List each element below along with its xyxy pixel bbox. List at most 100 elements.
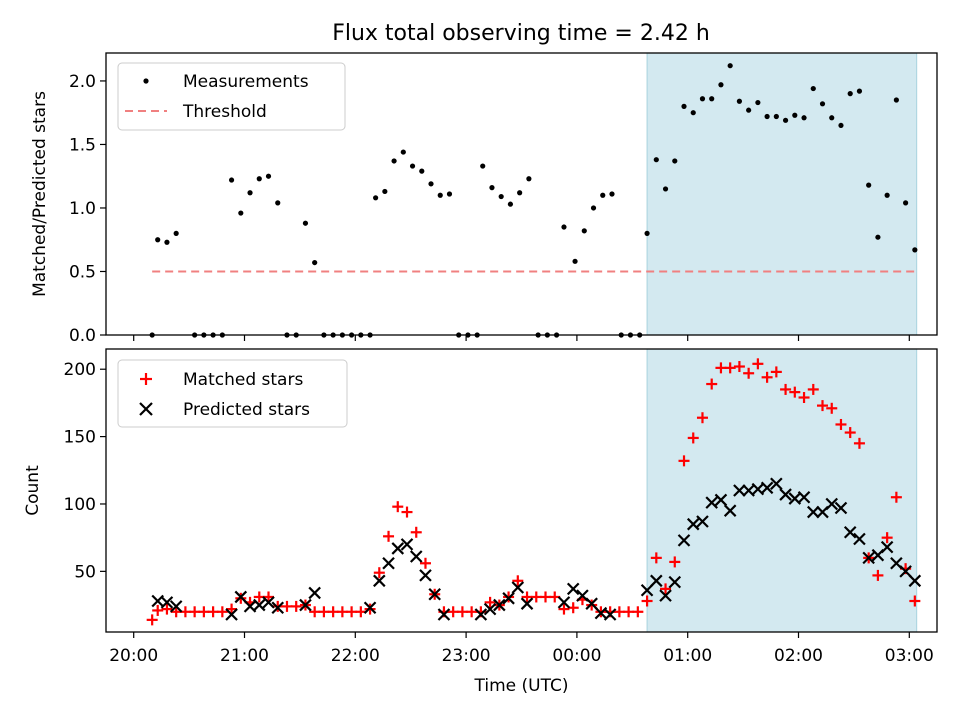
matched-star-point	[632, 606, 644, 618]
measurement-point	[256, 176, 262, 182]
figure-title: Flux total observing time = 2.42 h	[332, 21, 710, 46]
matched-star-point	[678, 455, 690, 467]
matched-star-point	[281, 600, 293, 612]
measurement-point	[699, 96, 706, 102]
predicted-star-point	[271, 601, 285, 615]
matched-star-point	[419, 557, 431, 569]
predicted-star-point	[705, 496, 718, 509]
predicted-star-point	[853, 532, 866, 546]
predicted-star-point	[262, 596, 275, 609]
matched-star-point	[263, 591, 275, 603]
measurement-point	[437, 192, 443, 198]
measurement-point	[302, 220, 309, 226]
x-axis-label: Time (UTC)	[474, 676, 569, 696]
predicted-star-point	[566, 582, 580, 596]
predicted-star-point	[908, 574, 922, 588]
measurement-point	[893, 97, 899, 103]
predicted-star-point	[677, 534, 691, 547]
measurement-point	[773, 113, 779, 120]
matched-star-point	[853, 437, 865, 449]
measurement-point	[755, 99, 761, 106]
measurement-point	[727, 63, 733, 69]
predicted-star-point	[640, 583, 654, 597]
x-tick-label: 03:00	[885, 646, 934, 666]
predicted-star-point	[770, 477, 783, 491]
measurement-point	[228, 177, 235, 183]
measurement-point	[847, 91, 853, 97]
matched-star-point	[161, 603, 173, 615]
measurement-point	[507, 201, 514, 207]
matched-star-point	[780, 383, 792, 395]
matched-star-point	[613, 606, 625, 618]
y-tick-label: 150	[64, 428, 96, 448]
predicted-star-point	[400, 538, 414, 551]
predicted-star-point	[797, 490, 811, 504]
measurement-point	[382, 188, 388, 195]
legend-threshold-label: Threshold	[182, 102, 267, 122]
measurements-series	[149, 63, 918, 338]
measurement-point	[480, 163, 486, 169]
predicted-stars-series	[151, 477, 922, 621]
top-axes-frame	[105, 52, 938, 336]
measurement-point	[428, 181, 434, 187]
matched-star-point	[770, 366, 782, 378]
measurement-point	[400, 149, 406, 155]
matched-star-point	[226, 603, 238, 615]
matched-star-point	[696, 412, 708, 424]
predicted-star-point	[474, 608, 488, 621]
matched-star-point	[540, 591, 552, 603]
predicted-star-point	[723, 504, 737, 517]
measurement-point	[238, 210, 244, 216]
predicted-star-point	[419, 569, 432, 582]
predicted-star-point	[391, 542, 405, 555]
matched-star-point	[152, 604, 164, 616]
matched-star-point	[761, 371, 773, 383]
measurement-point	[391, 158, 397, 164]
measurement-point	[810, 85, 816, 92]
predicted-star-point	[843, 525, 857, 539]
predicted-star-point	[373, 574, 386, 588]
x-tick-label: 22:00	[331, 646, 380, 666]
x-tick-label: 01:00	[663, 646, 712, 666]
measurement-point	[856, 88, 863, 94]
predicted-star-point	[760, 481, 774, 495]
predicted-star-point	[483, 602, 497, 616]
measurement-point	[526, 176, 532, 182]
y-tick-label: 0.0	[69, 326, 96, 346]
x-tick-label: 00:00	[552, 646, 601, 666]
matched-star-point	[669, 556, 681, 568]
legend-measurements-marker	[143, 78, 149, 84]
matched-star-point	[401, 506, 413, 518]
matched-star-point	[687, 432, 699, 444]
predicted-star-point	[557, 596, 571, 609]
predicted-star-point	[834, 501, 848, 515]
matched-star-point	[216, 606, 228, 618]
bottom-y-ticks: 50 100 150 200	[64, 360, 106, 582]
top-legend-box	[117, 62, 346, 131]
predicted-star-point	[733, 484, 746, 497]
legend-measurements-label: Measurements	[183, 72, 309, 92]
y-tick-label: 1.0	[69, 199, 96, 219]
predicted-star-point	[825, 497, 839, 511]
matched-star-point	[309, 606, 321, 618]
measurement-point	[653, 157, 659, 163]
measurement-point	[690, 110, 696, 116]
bottom-legend: Matched stars Predicted stars	[117, 359, 348, 428]
measurement-point	[373, 195, 379, 201]
measurement-point	[164, 239, 170, 245]
predicted-star-point	[169, 600, 183, 613]
predicted-star-point	[686, 517, 700, 531]
y-tick-label: 100	[64, 495, 96, 515]
matched-star-point	[512, 575, 524, 587]
measurement-point	[875, 234, 881, 240]
matched-star-point	[789, 386, 801, 398]
y-tick-label: 0.5	[69, 262, 96, 282]
y-tick-label: 200	[64, 360, 96, 380]
matched-star-point	[466, 606, 478, 618]
top-legend: Measurements Threshold	[117, 62, 346, 131]
measurement-point	[600, 192, 606, 198]
predicted-star-point	[437, 608, 451, 621]
predicted-star-point	[493, 598, 506, 612]
matched-star-point	[817, 400, 829, 412]
predicted-star-point	[806, 505, 820, 519]
